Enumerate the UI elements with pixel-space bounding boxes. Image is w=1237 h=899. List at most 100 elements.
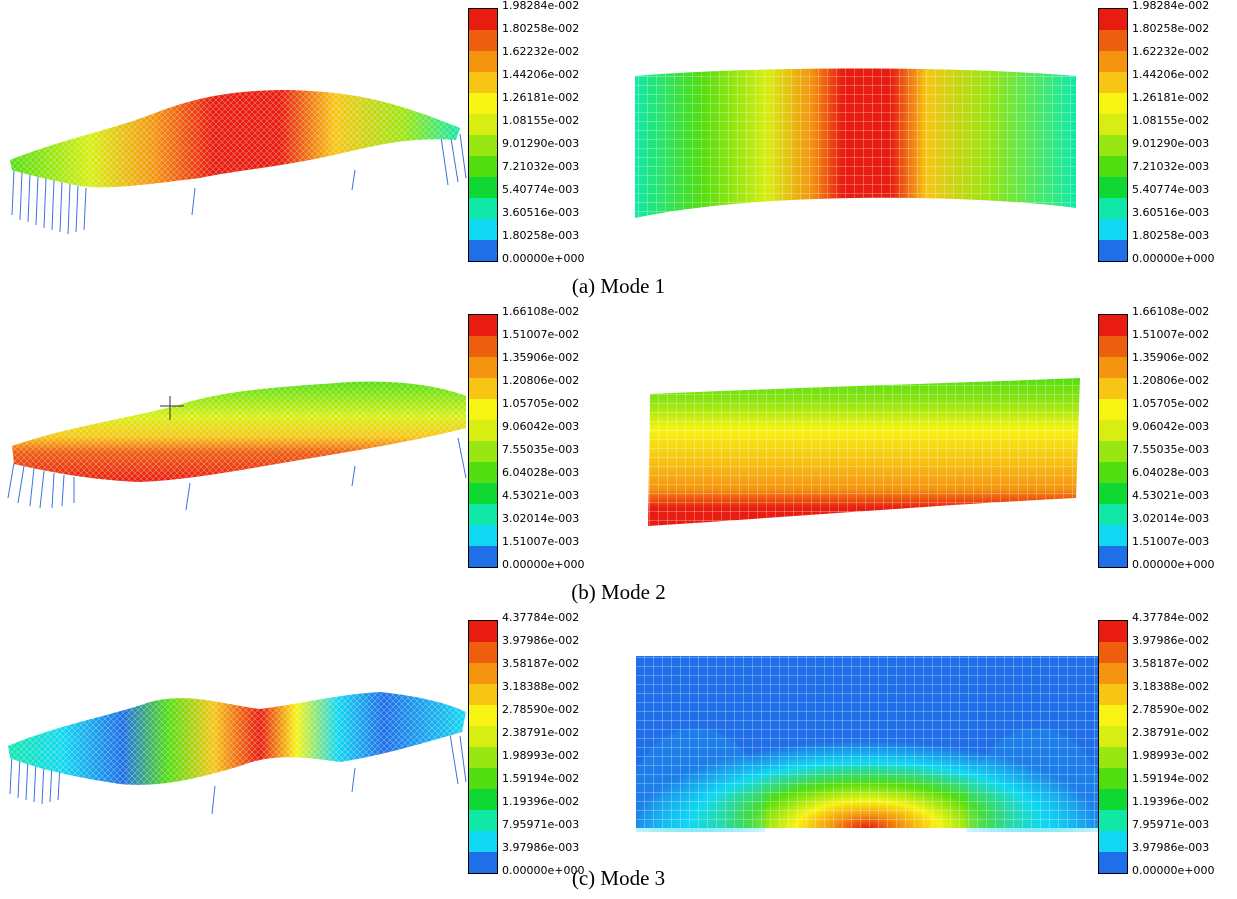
legend-swatch xyxy=(469,399,497,420)
legend-swatch xyxy=(469,621,497,642)
legend-swatch xyxy=(1099,336,1127,357)
legend-tick-label: 6.04028e-003 xyxy=(1132,466,1210,479)
legend-swatch xyxy=(469,30,497,51)
legend-tick-label: 1.98993e-002 xyxy=(502,749,580,762)
legend-swatch xyxy=(1099,93,1127,114)
legend-tick-label: 1.20806e-002 xyxy=(502,374,580,387)
legend-swatch xyxy=(1099,831,1127,852)
legend-tick-label: 3.60516e-003 xyxy=(502,206,580,219)
legend-tick-label: 7.95971e-003 xyxy=(1132,818,1210,831)
legend-swatch xyxy=(1099,642,1127,663)
legend-swatch xyxy=(1099,483,1127,504)
mode-1-panel: 1.98284e-002 1.80258e-002 1.62232e-002 1.44… xyxy=(0,0,1237,300)
legend-swatch xyxy=(469,114,497,135)
legend-tick-label: 3.18388e-002 xyxy=(502,680,580,693)
mode-2-top-view xyxy=(632,376,1092,538)
legend-swatch xyxy=(1099,705,1127,726)
legend-tick-label: 1.98284e-002 xyxy=(502,0,580,12)
legend-tick-label: 3.02014e-003 xyxy=(1132,512,1210,525)
legend-swatch xyxy=(469,51,497,72)
legend-tick-label: 3.97986e-002 xyxy=(1132,634,1210,647)
legend-swatch xyxy=(1099,726,1127,747)
legend-tick-label: 9.06042e-003 xyxy=(502,420,580,433)
legend-swatch xyxy=(1099,114,1127,135)
legend-swatch xyxy=(1099,441,1127,462)
legend-tick-label: 1.44206e-002 xyxy=(502,68,580,81)
legend-tick-label: 6.04028e-003 xyxy=(502,466,580,479)
legend-swatch xyxy=(469,315,497,336)
legend-swatch xyxy=(469,9,497,30)
legend-swatch xyxy=(1099,852,1127,873)
legend-swatch xyxy=(1099,72,1127,93)
legend-tick-label: 3.02014e-003 xyxy=(502,512,580,525)
legend-tick-label: 1.05705e-002 xyxy=(1132,397,1210,410)
mode-3-top-view xyxy=(636,648,1100,832)
legend-tick-label: 1.20806e-002 xyxy=(1132,374,1210,387)
legend-tick-label: 4.53021e-003 xyxy=(502,489,580,502)
legend-swatch xyxy=(469,789,497,810)
legend-tick-label: 1.80258e-003 xyxy=(1132,229,1210,242)
legend-swatch xyxy=(1099,504,1127,525)
legend-swatch xyxy=(469,72,497,93)
legend-swatch xyxy=(469,831,497,852)
legend-swatch xyxy=(469,135,497,156)
legend-tick-label: 2.38791e-002 xyxy=(502,726,580,739)
legend-tick-label: 9.06042e-003 xyxy=(1132,420,1210,433)
mode-1-legend-left: 1.98284e-002 1.80258e-002 1.62232e-002 1.44… xyxy=(468,0,608,272)
legend-tick-label: 0.00000e+000 xyxy=(1132,252,1215,265)
legend-tick-label: 1.19396e-002 xyxy=(1132,795,1210,808)
legend-tick-label: 1.51007e-003 xyxy=(1132,535,1210,548)
legend-tick-label: 2.78590e-002 xyxy=(502,703,580,716)
color-scale-bar xyxy=(468,620,498,874)
legend-swatch xyxy=(1099,810,1127,831)
legend-tick-label: 1.80258e-002 xyxy=(502,22,580,35)
mode-2-panel: 1.66108e-002 1.51007e-002 1.35906e-002 1.20… xyxy=(0,306,1237,606)
legend-swatch xyxy=(469,726,497,747)
legend-tick-label: 7.55035e-003 xyxy=(1132,443,1210,456)
legend-swatch xyxy=(1099,177,1127,198)
legend-tick-label: 1.44206e-002 xyxy=(1132,68,1210,81)
color-scale-bar xyxy=(1098,314,1128,568)
legend-swatch xyxy=(1099,9,1127,30)
color-scale-bar xyxy=(1098,620,1128,874)
legend-tick-label: 1.98284e-002 xyxy=(1132,0,1210,12)
legend-swatch xyxy=(1099,399,1127,420)
legend-swatch xyxy=(469,504,497,525)
mode-2-caption: (b) Mode 2 xyxy=(571,580,666,604)
legend-tick-label: 2.78590e-002 xyxy=(1132,703,1210,716)
legend-tick-label: 7.21032e-003 xyxy=(1132,160,1210,173)
legend-tick-label: 3.58187e-002 xyxy=(1132,657,1210,670)
legend-tick-label: 3.97986e-003 xyxy=(1132,841,1210,854)
legend-swatch xyxy=(469,642,497,663)
mode-1-caption: (a) Mode 1 xyxy=(571,274,666,298)
legend-swatch xyxy=(1099,621,1127,642)
legend-swatch xyxy=(469,420,497,441)
legend-tick-label: 1.51007e-002 xyxy=(1132,328,1210,341)
legend-tick-label: 1.08155e-002 xyxy=(502,114,580,127)
legend-tick-label: 1.66108e-002 xyxy=(1132,305,1210,318)
legend-tick-label: 9.01290e-003 xyxy=(502,137,580,150)
legend-swatch xyxy=(1099,357,1127,378)
color-scale-bar xyxy=(468,8,498,262)
mode-3-3d-view xyxy=(0,674,470,834)
legend-swatch xyxy=(1099,156,1127,177)
legend-swatch xyxy=(469,747,497,768)
legend-tick-label: 0.00000e+000 xyxy=(1132,558,1215,571)
legend-swatch xyxy=(469,768,497,789)
color-scale-bar xyxy=(1098,8,1128,262)
legend-swatch xyxy=(469,357,497,378)
mode-2-legend-right: 1.66108e-002 1.51007e-002 1.35906e-002 1.20… xyxy=(1098,306,1237,578)
legend-swatch xyxy=(469,525,497,546)
legend-tick-label: 1.66108e-002 xyxy=(502,305,580,318)
legend-tick-label: 1.62232e-002 xyxy=(502,45,580,58)
legend-swatch xyxy=(1099,546,1127,567)
legend-tick-label: 4.53021e-003 xyxy=(1132,489,1210,502)
legend-swatch xyxy=(1099,219,1127,240)
legend-tick-label: 7.95971e-003 xyxy=(502,818,580,831)
legend-swatch xyxy=(469,483,497,504)
legend-swatch xyxy=(469,177,497,198)
legend-tick-label: 1.80258e-003 xyxy=(502,229,580,242)
legend-swatch xyxy=(1099,135,1127,156)
legend-tick-label: 1.19396e-002 xyxy=(502,795,580,808)
legend-tick-label: 3.18388e-002 xyxy=(1132,680,1210,693)
